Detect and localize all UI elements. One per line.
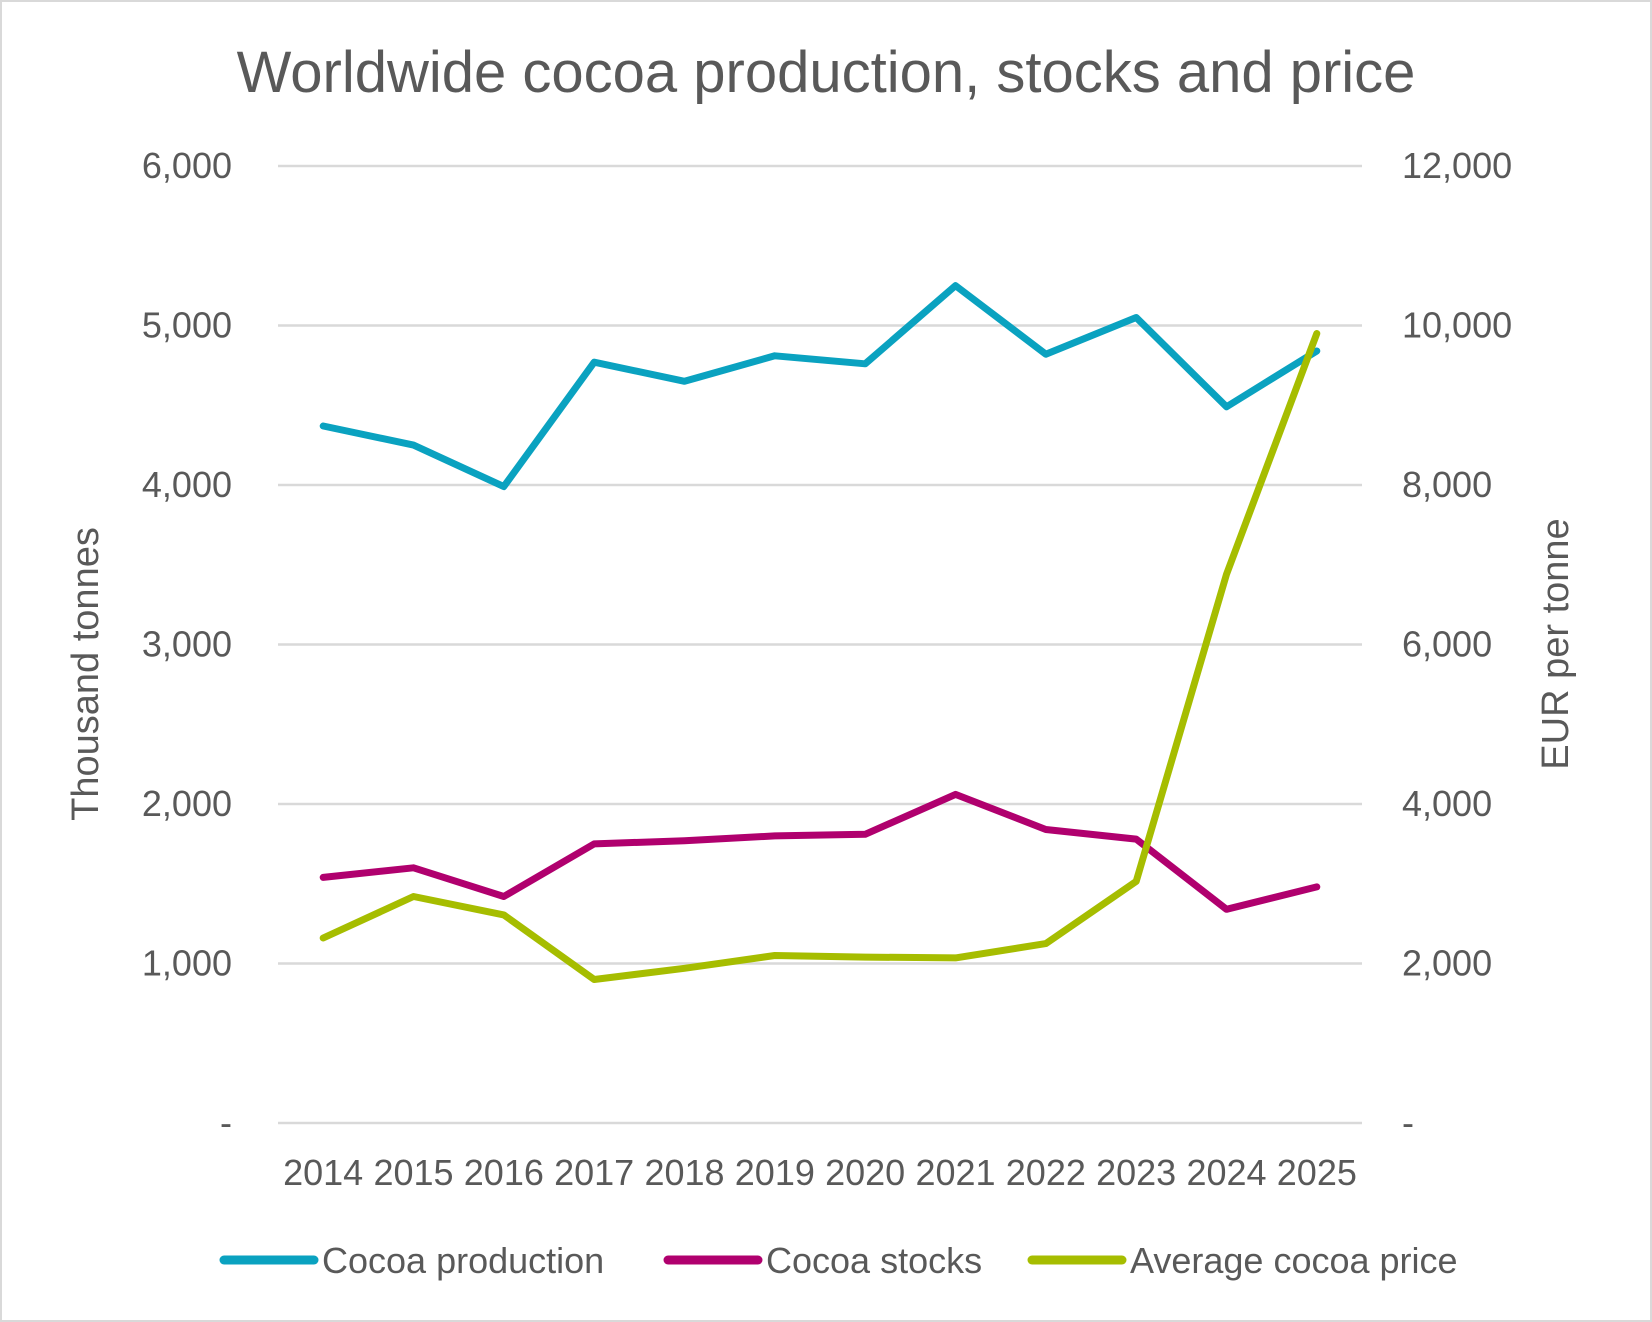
- x-tick-label: 2015: [373, 1152, 453, 1193]
- chart-title: Worldwide cocoa production, stocks and p…: [237, 40, 1416, 105]
- x-tick-label: 2020: [825, 1152, 905, 1193]
- x-tick-label: 2025: [1277, 1152, 1357, 1193]
- legend-label-cocoa-stocks: Cocoa stocks: [766, 1240, 982, 1281]
- left-tick-label: 3,000: [142, 624, 232, 665]
- left-axis-ticks: - 1,000 2,000 3,000 4,000 5,000 6,000: [142, 145, 232, 1143]
- right-axis-label: EUR per tonne: [1535, 518, 1577, 769]
- x-tick-label: 2016: [464, 1152, 544, 1193]
- series-line-cocoa-stocks: [319, 790, 1321, 913]
- left-tick-label: 2,000: [142, 783, 232, 824]
- x-tick-label: 2014: [283, 1152, 363, 1193]
- left-axis-label: Thousand tonnes: [65, 527, 107, 821]
- x-tick-label: 2018: [644, 1152, 724, 1193]
- right-tick-label: 8,000: [1402, 464, 1492, 505]
- x-tick-label: 2019: [735, 1152, 815, 1193]
- legend: Cocoa production Cocoa stocks Average coco…: [219, 1240, 1458, 1281]
- right-tick-label: -: [1402, 1102, 1414, 1143]
- left-tick-label: 6,000: [142, 145, 232, 186]
- left-tick-label: -: [220, 1102, 232, 1143]
- x-tick-label: 2022: [1006, 1152, 1086, 1193]
- right-tick-label: 10,000: [1402, 305, 1512, 346]
- series-line-average-cocoa-price: [319, 330, 1321, 983]
- x-tick-label: 2023: [1096, 1152, 1176, 1193]
- right-axis-ticks: - 2,000 4,000 6,000 8,000 10,000 12,000: [1402, 145, 1512, 1143]
- x-tick-label: 2024: [1186, 1152, 1266, 1193]
- right-tick-label: 6,000: [1402, 624, 1492, 665]
- series-line-cocoa-production: [319, 282, 1321, 491]
- legend-label-average-cocoa-price: Average cocoa price: [1130, 1240, 1458, 1281]
- left-tick-label: 1,000: [142, 943, 232, 984]
- left-tick-label: 5,000: [142, 305, 232, 346]
- right-tick-label: 12,000: [1402, 145, 1512, 186]
- x-tick-label: 2021: [915, 1152, 995, 1193]
- x-tick-label: 2017: [554, 1152, 634, 1193]
- left-tick-label: 4,000: [142, 464, 232, 505]
- right-tick-label: 2,000: [1402, 943, 1492, 984]
- legend-label-cocoa-production: Cocoa production: [322, 1240, 604, 1281]
- right-tick-label: 4,000: [1402, 783, 1492, 824]
- x-axis-ticks: 2014 2015 2016 2017 2018 2019 2020 2021 2022 2023…: [283, 1152, 1357, 1193]
- gridlines: [278, 164, 1362, 1125]
- series-lines: [319, 282, 1321, 983]
